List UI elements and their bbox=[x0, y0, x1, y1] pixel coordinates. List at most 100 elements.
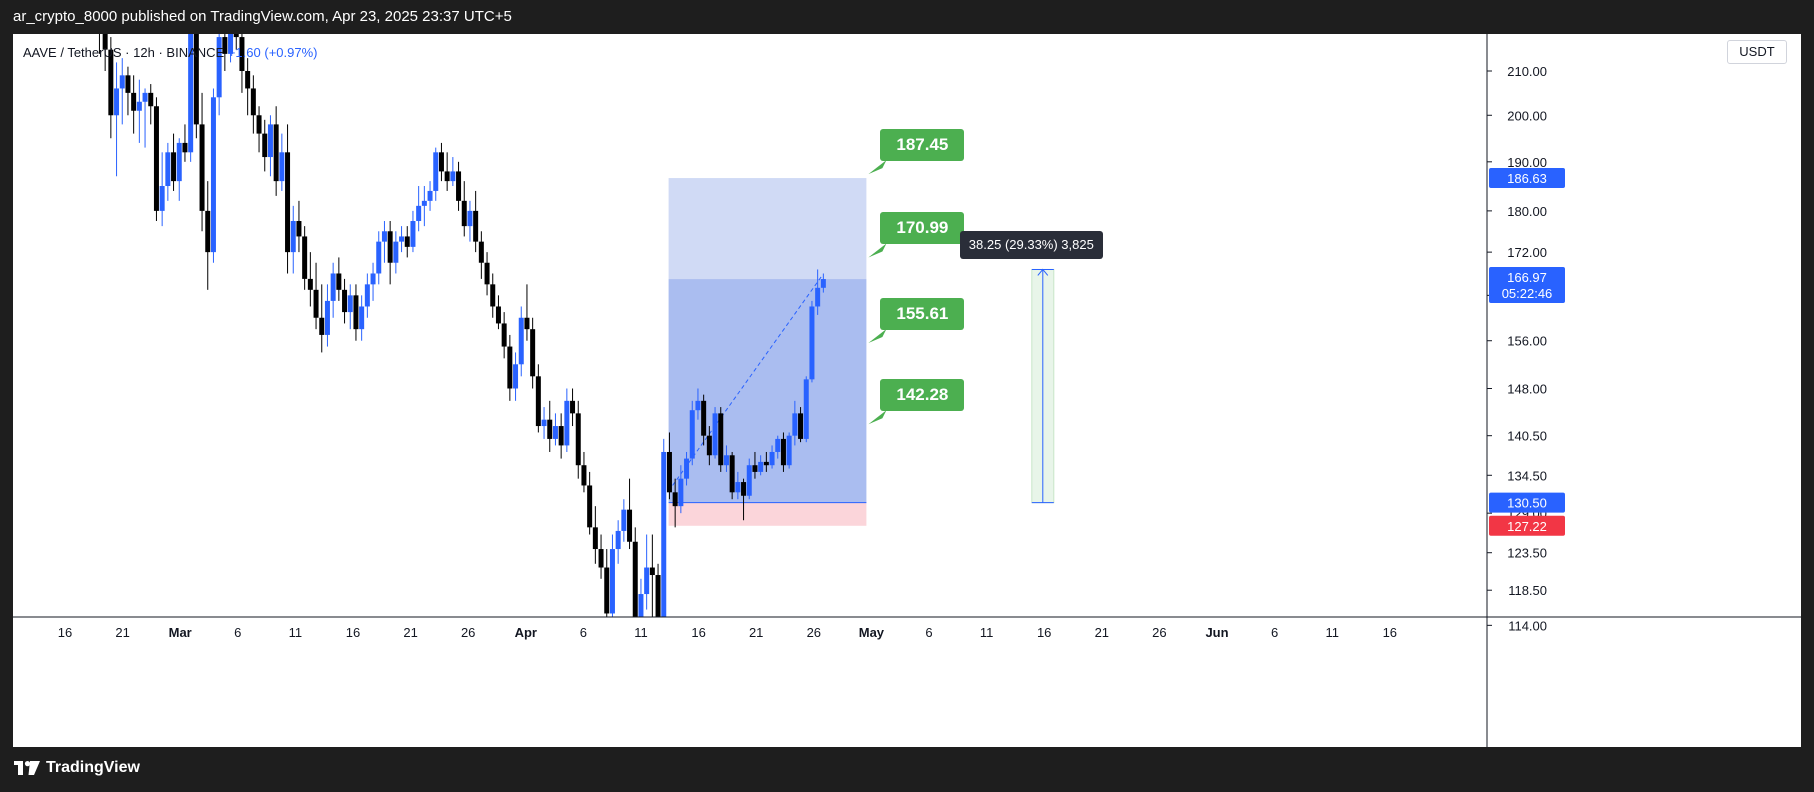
candle-body bbox=[342, 289, 348, 313]
candle bbox=[655, 563, 661, 617]
candle bbox=[279, 133, 285, 191]
candle-body bbox=[809, 306, 815, 380]
candle bbox=[302, 226, 308, 290]
target-tag-4[interactable]: 142.28 bbox=[880, 379, 965, 412]
candle bbox=[273, 106, 279, 196]
chart-frame[interactable]: 210.00200.00190.00180.00172.00164.00156.… bbox=[13, 34, 1801, 747]
candle bbox=[758, 455, 764, 476]
time-tick-label: 16 bbox=[1383, 625, 1397, 640]
time-tick-label: 21 bbox=[115, 625, 129, 640]
target-tag-3[interactable]: 155.61 bbox=[880, 297, 965, 330]
target-tag-pointer bbox=[868, 328, 887, 343]
candle bbox=[148, 84, 154, 125]
candle bbox=[484, 252, 490, 296]
candle-body bbox=[780, 438, 786, 466]
candle bbox=[718, 407, 724, 472]
candle bbox=[319, 284, 325, 353]
candle bbox=[262, 119, 268, 172]
publisher-line: ar_crypto_8000 published on TradingView.… bbox=[13, 8, 512, 25]
candle bbox=[541, 407, 547, 439]
time-tick-label: 26 bbox=[461, 625, 475, 640]
candle bbox=[592, 506, 598, 564]
candle bbox=[387, 221, 393, 285]
candle bbox=[456, 161, 462, 211]
time-tick-label: 6 bbox=[234, 625, 241, 640]
candle bbox=[746, 458, 752, 500]
candle-body bbox=[359, 306, 365, 330]
candle-body bbox=[108, 49, 114, 116]
candle-body bbox=[712, 413, 718, 456]
candle bbox=[108, 37, 114, 139]
candle-body bbox=[393, 241, 399, 263]
candle bbox=[370, 262, 376, 301]
candle bbox=[752, 451, 758, 479]
candle-body bbox=[182, 142, 188, 153]
time-tick-label: 21 bbox=[1095, 625, 1109, 640]
candle bbox=[307, 252, 313, 307]
candle-body bbox=[119, 75, 125, 89]
candle-body bbox=[410, 221, 416, 247]
price-tick-label: 210.00 bbox=[1507, 64, 1547, 79]
candle-body bbox=[364, 284, 370, 307]
candle bbox=[347, 284, 353, 330]
footer-brand: TradingView bbox=[46, 759, 140, 776]
symbol-legend[interactable]: AAVE / TetherUS · 12h · BINANCE +1.60 (+… bbox=[23, 45, 317, 60]
candle-body bbox=[575, 413, 581, 466]
candle bbox=[404, 226, 410, 258]
candle-body bbox=[598, 549, 604, 568]
candle bbox=[256, 106, 262, 153]
price-tick-label: 180.00 bbox=[1507, 204, 1547, 219]
candle bbox=[205, 181, 211, 290]
candle-body bbox=[239, 37, 245, 71]
candle-body bbox=[495, 306, 501, 324]
candle-body bbox=[689, 410, 695, 459]
candle-body bbox=[803, 379, 809, 439]
candle bbox=[775, 435, 781, 459]
candle bbox=[809, 300, 815, 383]
candle-body bbox=[125, 75, 131, 93]
candle-body bbox=[444, 171, 450, 182]
candle bbox=[199, 92, 205, 232]
candle-body bbox=[473, 210, 479, 242]
candle bbox=[324, 284, 330, 347]
candle-body bbox=[205, 210, 211, 253]
candle bbox=[649, 534, 655, 617]
tradingview-logo-icon bbox=[14, 761, 40, 775]
candle-body bbox=[159, 186, 165, 211]
footer-bar: TradingView bbox=[0, 747, 1814, 792]
candle-body bbox=[456, 171, 462, 201]
candle bbox=[638, 578, 644, 617]
candle bbox=[416, 186, 422, 232]
price-badge-label: 166.97 bbox=[1507, 270, 1547, 285]
candle bbox=[114, 62, 120, 177]
candle-body bbox=[530, 329, 536, 377]
candle bbox=[228, 34, 234, 63]
price-tick-label: 134.50 bbox=[1507, 468, 1547, 483]
candle bbox=[125, 66, 131, 116]
candle bbox=[604, 549, 610, 617]
candle bbox=[627, 478, 633, 550]
candle-body bbox=[136, 101, 142, 111]
candle bbox=[530, 317, 536, 389]
position-trend-line bbox=[672, 274, 823, 486]
candle bbox=[815, 269, 821, 315]
candle-body bbox=[302, 236, 308, 279]
price-badge-label: 186.63 bbox=[1507, 171, 1547, 186]
candle-body bbox=[513, 364, 519, 389]
candle bbox=[233, 34, 239, 50]
candle bbox=[359, 295, 365, 341]
target-tag-1[interactable]: 187.45 bbox=[880, 129, 965, 162]
candle-body bbox=[587, 485, 593, 528]
candle-body bbox=[752, 465, 758, 472]
time-tick-label: 16 bbox=[691, 625, 705, 640]
candle bbox=[285, 124, 291, 274]
candle-body bbox=[518, 317, 524, 365]
target-tag-2[interactable]: 170.99 bbox=[880, 212, 965, 245]
candle-body bbox=[684, 458, 690, 479]
candle bbox=[518, 306, 524, 377]
candle-body bbox=[592, 527, 598, 550]
tradingview-logo[interactable]: TradingView bbox=[14, 759, 140, 777]
currency-unit-button[interactable]: USDT bbox=[1727, 40, 1787, 64]
price-tick-label: 118.50 bbox=[1508, 583, 1547, 598]
candle bbox=[780, 432, 786, 472]
